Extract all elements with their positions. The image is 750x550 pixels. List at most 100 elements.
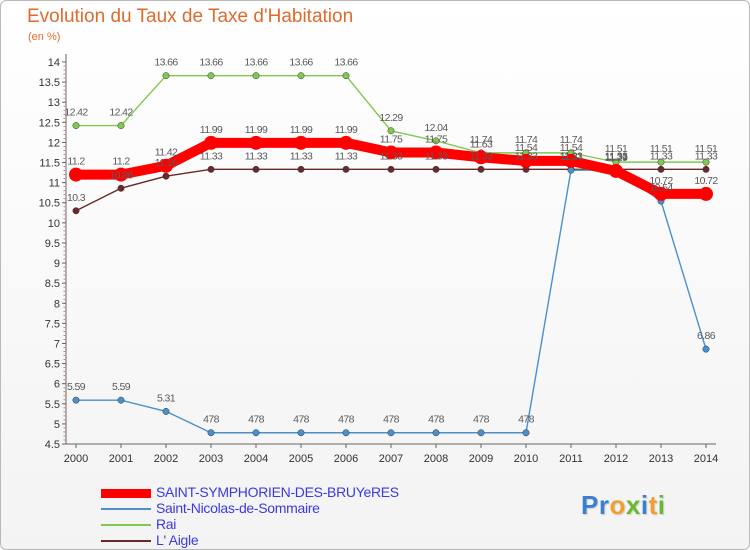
data-point	[609, 163, 623, 178]
data-label: 11.33	[425, 150, 448, 162]
data-label: 11.51	[650, 143, 673, 155]
y-tick-label: 5	[54, 419, 60, 431]
data-label: 11.74	[515, 134, 538, 146]
x-tick-label: 2006	[334, 453, 358, 465]
legend-label: Saint-Nicolas-de-Sommaire	[156, 500, 320, 516]
data-label: 11.33	[200, 150, 223, 162]
data-label: 478	[518, 414, 534, 426]
logo-letter: t	[648, 490, 658, 520]
y-tick-label: 11	[49, 178, 60, 190]
data-label: 11.33	[650, 150, 673, 162]
data-point	[297, 72, 305, 80]
legend-label: L' Aigle	[156, 532, 199, 548]
data-label: 11.99	[335, 124, 358, 136]
legend-swatch	[101, 508, 151, 510]
x-tick-label: 2002	[154, 453, 178, 465]
data-label: 10.72	[694, 175, 718, 187]
data-point	[477, 165, 485, 173]
data-label: 10.3	[67, 192, 86, 204]
data-label: 5.31	[157, 392, 176, 404]
data-label: 11.16	[155, 157, 178, 169]
data-label: 478	[293, 414, 309, 426]
series-3	[72, 72, 710, 166]
data-point	[702, 345, 710, 353]
data-label: 478	[473, 414, 489, 426]
data-label: 12.42	[64, 107, 88, 119]
data-point	[387, 165, 395, 173]
data-label: 13.66	[334, 57, 358, 69]
legend: SAINT-SYMPHORIEN-DES-BRUYeRES Saint-Nicol…	[101, 484, 521, 549]
data-point	[339, 135, 353, 150]
y-tick-label: 10.5	[39, 198, 60, 210]
data-point	[72, 396, 80, 404]
data-label: 11.33	[695, 150, 718, 162]
data-point	[117, 122, 125, 129]
data-point	[564, 153, 578, 168]
data-label: 11.33	[335, 150, 358, 162]
y-tick-label: 7	[54, 338, 60, 350]
data-point	[294, 135, 308, 150]
x-tick-label: 2009	[469, 453, 493, 465]
y-tick-label: 12.5	[39, 117, 60, 129]
data-label: 10.72	[649, 175, 673, 187]
x-tick-label: 2005	[289, 453, 313, 465]
data-point	[207, 429, 215, 437]
data-point	[702, 165, 710, 173]
data-label: 11.54	[515, 142, 538, 154]
x-tick-label: 2004	[244, 453, 268, 465]
data-label: 12.42	[109, 107, 133, 119]
data-label: 11.99	[290, 124, 313, 136]
data-point	[384, 145, 398, 160]
series-1	[69, 135, 713, 201]
data-point	[162, 407, 170, 415]
data-point	[117, 184, 125, 192]
logo-letter: i	[640, 490, 649, 520]
legend-item: Rai	[101, 516, 521, 533]
data-point	[249, 135, 263, 150]
logo-letter: x	[625, 490, 641, 520]
legend-label: Rai	[156, 516, 177, 532]
data-label: 11.33	[515, 150, 538, 162]
data-point	[72, 207, 80, 215]
y-tick-label: 11.5	[39, 158, 60, 170]
data-label: 13.66	[244, 57, 268, 69]
legend-item: L' Aigle	[101, 532, 521, 549]
data-point	[252, 72, 260, 80]
data-point	[477, 429, 485, 437]
data-point	[429, 145, 443, 160]
data-point	[162, 172, 170, 180]
x-tick-label: 2000	[64, 453, 88, 465]
data-point	[387, 127, 395, 135]
y-tick-label: 5.5	[45, 399, 60, 411]
x-tick-label: 2003	[199, 453, 223, 465]
data-point	[474, 150, 488, 165]
data-label: 11.33	[380, 150, 403, 162]
x-tick-label: 2012	[604, 453, 628, 465]
data-label: 11.74	[470, 134, 493, 146]
y-tick-label: 8.5	[45, 278, 60, 290]
x-tick-label: 2001	[109, 453, 133, 465]
data-label: 11.31	[605, 151, 628, 163]
x-tick-label: 2008	[424, 453, 448, 465]
y-tick-label: 12	[48, 137, 60, 149]
line-chart: 4.5 5 5.5 6 6.5 7 7.5 8 8.5 9 9.5 10 10.5 11 11.5 12 12.…	[39, 54, 719, 465]
data-label: 11.63	[470, 138, 493, 150]
y-tick-label: 6	[54, 379, 60, 391]
logo-letter: i	[657, 490, 666, 520]
legend-swatch	[101, 524, 151, 526]
data-label: 11.31	[560, 151, 583, 163]
data-point	[567, 166, 575, 174]
y-tick-label: 9.5	[45, 238, 60, 250]
y-tick-label: 8	[54, 298, 60, 310]
legend-swatch	[101, 488, 151, 498]
logo-letter: r	[598, 490, 610, 520]
data-point	[162, 72, 170, 80]
data-label: 478	[338, 414, 354, 426]
data-point	[72, 122, 80, 129]
data-point	[432, 137, 440, 145]
x-tick-label: 2014	[694, 453, 718, 465]
data-label: 11.51	[695, 143, 718, 155]
data-point	[432, 429, 440, 437]
data-label: 11.33	[245, 150, 268, 162]
